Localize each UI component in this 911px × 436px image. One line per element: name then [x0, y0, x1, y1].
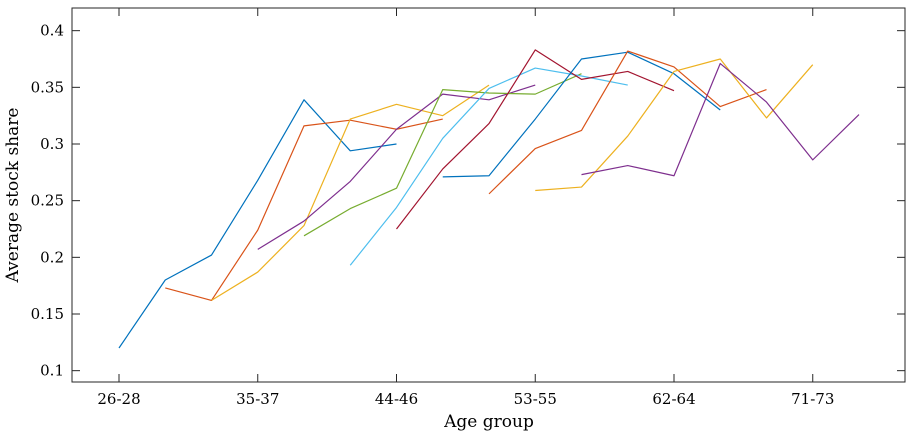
- y-tick-label: 0.15: [31, 305, 64, 323]
- plot-area-box: [71, 7, 906, 383]
- series-line-1: [118, 99, 397, 349]
- y-tick-label: 0.1: [40, 362, 64, 380]
- series-line-8: [442, 51, 721, 178]
- y-tick-label: 0.35: [31, 78, 64, 96]
- series-line-7: [396, 49, 675, 230]
- x-axis-label: Age group: [443, 412, 534, 432]
- x-tick-label: 26-28: [97, 390, 140, 408]
- series-line-10: [535, 58, 814, 192]
- tick-layer: 0.1 0.15 0.2 0.25 0.3 0.35 0.4 26-28 35-37 44-46 5…: [31, 8, 905, 408]
- series-line-11: [581, 62, 860, 177]
- y-tick-label: 0.4: [40, 22, 64, 40]
- y-tick-label: 0.2: [40, 248, 64, 266]
- series-line-3: [211, 84, 490, 301]
- x-tick-label: 62-64: [652, 390, 695, 408]
- y-axis-label: Average stock share: [3, 108, 23, 284]
- x-tick-label: 71-73: [791, 390, 834, 408]
- series-line-6: [349, 67, 628, 266]
- series-layer: [118, 49, 860, 349]
- series-line-5: [303, 73, 582, 237]
- x-tick-label: 53-55: [514, 390, 557, 408]
- x-tick-label: 44-46: [375, 390, 418, 408]
- series-line-4: [257, 84, 536, 250]
- y-tick-label: 0.25: [31, 192, 64, 210]
- x-tick-label: 35-37: [236, 390, 279, 408]
- y-tick-label: 0.3: [40, 135, 64, 153]
- series-line-9: [488, 50, 767, 195]
